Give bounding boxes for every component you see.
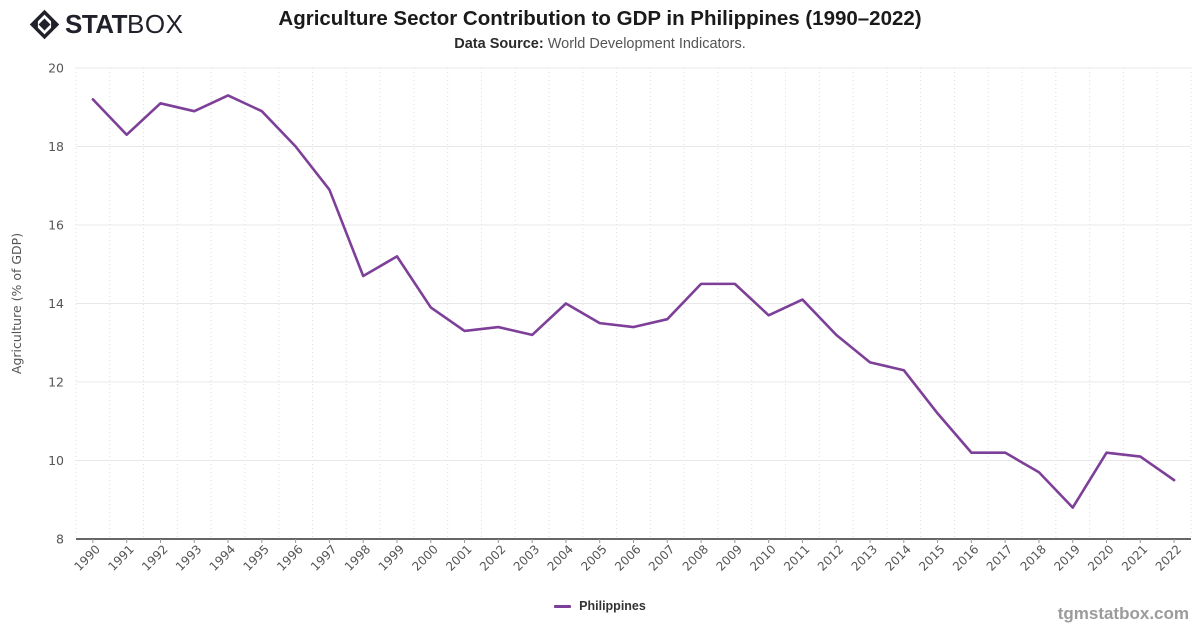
x-tick-label: 2009 — [713, 542, 744, 573]
chart-legend: Philippines — [0, 599, 1200, 613]
x-tick-label: 2010 — [747, 542, 778, 573]
data-source-label: Data Source: — [454, 36, 544, 52]
logo-stat-text: STAT — [65, 8, 128, 39]
x-tick-label: 2002 — [477, 542, 508, 573]
statbox-logo: STATBOX — [29, 7, 183, 41]
logo-wordmark: STATBOX — [65, 9, 183, 40]
x-tick-label: 1990 — [72, 542, 103, 573]
x-tick-label: 2005 — [578, 542, 609, 573]
x-tick-label: 2015 — [916, 542, 947, 573]
x-tick-label: 1994 — [207, 542, 238, 573]
x-tick-label: 1997 — [308, 542, 339, 573]
x-tick-label: 1993 — [173, 542, 204, 573]
y-axis-title: Agriculture (% of GDP) — [9, 233, 24, 374]
x-tick-label: 2021 — [1119, 542, 1150, 573]
x-tick-label: 1992 — [139, 542, 170, 573]
x-tick-label: 2012 — [815, 542, 846, 573]
chart-subtitle: Data Source: World Development Indicator… — [0, 36, 1200, 52]
y-tick-label: 14 — [48, 296, 64, 311]
y-tick-label: 8 — [56, 531, 64, 546]
legend-line-marker[interactable] — [554, 604, 572, 608]
site-watermark: tgmstatbox.com — [1057, 604, 1189, 623]
x-tick-label: 2004 — [545, 542, 576, 573]
x-tick-label: 2003 — [511, 542, 542, 573]
data-source-text: World Development Indicators. — [543, 36, 746, 52]
philippines-line-series — [91, 94, 1176, 509]
x-tick-label: 2013 — [849, 542, 880, 573]
x-tick-label: 2017 — [984, 542, 1015, 573]
horizontal-gridlines — [76, 67, 1191, 461]
x-tick-labels: 1990 1991 1992 1993 1994 1995 1996 1997 1998 1999… — [72, 542, 1185, 573]
x-tick-label: 2007 — [646, 542, 677, 573]
y-tick-label: 10 — [48, 453, 64, 468]
x-tick-label: 2006 — [612, 542, 643, 573]
y-tick-label: 16 — [48, 217, 64, 232]
x-tick-label: 2001 — [443, 542, 474, 573]
x-tick-label: 1991 — [105, 542, 136, 573]
x-tick-label: 1999 — [376, 542, 407, 573]
x-tick-label: 1995 — [240, 542, 271, 573]
y-tick-labels: 8 10 12 14 16 18 20 — [48, 60, 64, 546]
y-tick-label: 20 — [48, 60, 64, 75]
x-tick-label: 2000 — [409, 542, 440, 573]
x-tick-label: 2022 — [1153, 542, 1184, 573]
x-tick-label: 2019 — [1051, 542, 1082, 573]
x-tick-label: 2020 — [1085, 542, 1116, 573]
x-tick-label: 2018 — [1018, 542, 1049, 573]
x-tick-label: 2008 — [680, 542, 711, 573]
x-tick-label: 1998 — [342, 542, 373, 573]
x-tick-label: 1996 — [274, 542, 305, 573]
y-tick-label: 12 — [48, 374, 64, 389]
x-tick-marks — [92, 539, 1175, 543]
x-tick-label: 2014 — [882, 542, 913, 573]
legend-series-label[interactable]: Philippines — [579, 599, 646, 613]
x-tick-label: 2016 — [950, 542, 981, 573]
statbox-diamond-icon — [29, 9, 60, 39]
y-tick-label: 18 — [48, 139, 64, 154]
chart-title: Agriculture Sector Contribution to GDP i… — [278, 7, 922, 30]
logo-box-text: BOX — [127, 8, 184, 39]
x-tick-label: 2011 — [781, 542, 812, 573]
